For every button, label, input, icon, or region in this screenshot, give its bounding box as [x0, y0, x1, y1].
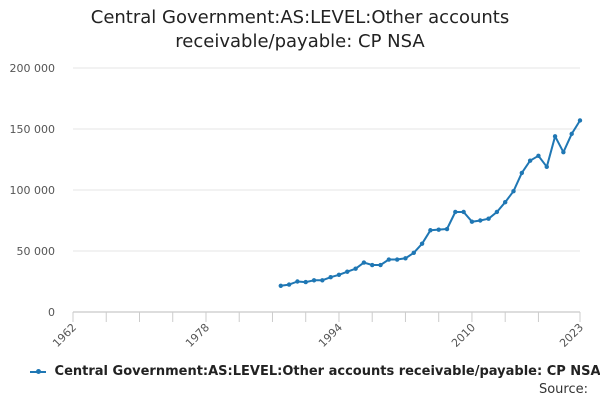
source-label: Source:	[538, 382, 588, 397]
data-point	[428, 228, 433, 233]
data-point	[569, 131, 574, 137]
legend[interactable]: Central Government:AS:LEVEL:Other accoun…	[30, 364, 600, 379]
data-point	[411, 250, 416, 256]
y-tick-label: 200 000	[10, 62, 56, 75]
x-tick-label: 2023	[557, 321, 586, 350]
data-point	[386, 257, 392, 262]
data-point	[436, 227, 441, 232]
data-point	[295, 279, 300, 284]
data-point	[311, 278, 317, 283]
y-tick-label: 0	[48, 306, 55, 319]
data-point	[461, 209, 466, 215]
y-tick-label: 50 000	[17, 245, 56, 258]
data-point	[419, 241, 425, 246]
data-point	[527, 158, 533, 163]
data-point	[345, 269, 350, 274]
data-point	[286, 282, 292, 287]
legend-swatch	[30, 368, 46, 374]
data-point	[353, 266, 358, 271]
data-point	[519, 170, 525, 176]
x-axis	[72, 311, 581, 322]
data-point	[370, 262, 375, 268]
data-point	[478, 218, 483, 223]
x-tick-labels: 1962 1978 1994 2010 2023	[50, 321, 586, 350]
data-point	[361, 260, 367, 265]
data-point	[536, 153, 541, 159]
data-point	[577, 118, 583, 123]
x-tick-label: 1994	[316, 321, 345, 350]
series-layer	[278, 118, 583, 288]
data-point	[494, 209, 500, 215]
data-point	[320, 278, 325, 283]
data-point	[444, 226, 450, 232]
data-point	[511, 189, 516, 194]
series-line	[280, 119, 581, 287]
data-point	[403, 256, 408, 261]
legend-label: Central Government:AS:LEVEL:Other accoun…	[54, 364, 600, 379]
x-tick-label: 2010	[449, 321, 478, 350]
data-point	[303, 279, 308, 285]
data-point	[278, 283, 283, 288]
data-point	[336, 272, 342, 277]
y-tick-labels: 0 50 000 100 000 150 000 200 000	[10, 62, 56, 319]
y-tick-label: 150 000	[10, 123, 56, 136]
x-tick-label: 1962	[50, 321, 79, 350]
data-point	[378, 262, 383, 268]
data-point	[552, 134, 558, 139]
data-point	[328, 275, 333, 280]
x-tick-label: 1978	[183, 321, 212, 350]
data-point	[561, 149, 566, 155]
chart-title-line-2: receivable/payable: CP NSA	[175, 31, 425, 52]
y-tick-label: 100 000	[10, 184, 56, 197]
chart-title-line-1: Central Government:AS:LEVEL:Other accoun…	[90, 7, 510, 28]
chart-title: Central Government:AS:LEVEL:Other accoun…	[0, 6, 600, 54]
data-point	[502, 200, 508, 205]
data-point	[453, 209, 458, 215]
data-point	[544, 164, 549, 170]
data-point	[486, 216, 491, 221]
data-point	[394, 257, 400, 262]
gridlines	[73, 67, 580, 252]
data-point	[469, 219, 475, 224]
